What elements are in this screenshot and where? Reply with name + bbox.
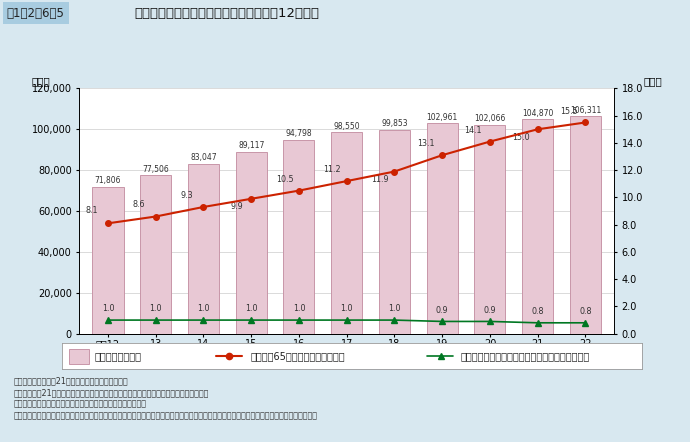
Bar [236, 152, 267, 334]
Text: 14.1: 14.1 [464, 126, 482, 135]
Text: 99,853: 99,853 [381, 119, 408, 128]
Bar [69, 349, 89, 364]
Text: 11.9: 11.9 [371, 175, 389, 184]
Text: 11.2: 11.2 [324, 165, 342, 174]
Text: 0.8: 0.8 [579, 307, 592, 316]
Text: 77,506: 77,506 [142, 164, 169, 174]
Text: 高齢者の事故件数: 高齢者の事故件数 [95, 351, 141, 361]
Text: 1.0: 1.0 [150, 304, 162, 313]
Text: 1.0: 1.0 [245, 304, 257, 313]
Bar [426, 123, 457, 334]
Text: 9.9: 9.9 [230, 202, 244, 211]
Text: （年）: （年） [625, 356, 642, 366]
Text: 1.0: 1.0 [197, 304, 210, 313]
Text: 15.0: 15.0 [512, 133, 530, 141]
Bar [331, 132, 362, 334]
Text: 0.9: 0.9 [436, 305, 448, 315]
Text: 98,550: 98,550 [333, 122, 360, 131]
Text: 83,047: 83,047 [190, 153, 217, 162]
Text: 106,311: 106,311 [570, 106, 601, 115]
Text: 高齢者による交通事故件数の推移（各年12月末）: 高齢者による交通事故件数の推移（各年12月末） [135, 7, 319, 19]
Text: 94,798: 94,798 [286, 129, 313, 138]
Bar [188, 164, 219, 334]
Text: 1.0: 1.0 [101, 304, 115, 313]
Text: 102,961: 102,961 [426, 113, 458, 122]
Text: 9.3: 9.3 [181, 191, 193, 200]
Text: 8.6: 8.6 [132, 200, 146, 209]
Text: 8.1: 8.1 [85, 206, 97, 215]
Text: 1.0: 1.0 [340, 304, 353, 313]
Text: （注１）原付以上運転者（第一当事者）としての交通事故件数: （注１）原付以上運転者（第一当事者）としての交通事故件数 [14, 400, 147, 408]
Text: 資料：警察庁「平成21年中の交通事故の発生状況」: 資料：警察庁「平成21年中の交通事故の発生状況」 [14, 377, 128, 385]
Text: 102,066: 102,066 [474, 114, 506, 123]
Text: 10.5: 10.5 [276, 175, 293, 184]
Text: 高齢者による事故件数の免許保有者に占める割合: 高齢者による事故件数の免許保有者に占める割合 [461, 351, 590, 361]
Bar [92, 187, 124, 334]
Text: （％）: （％） [644, 76, 662, 86]
Text: 15.5: 15.5 [560, 107, 578, 116]
Bar [140, 175, 171, 334]
Text: 0.9: 0.9 [484, 305, 496, 315]
Bar [284, 140, 315, 334]
Text: 「平成21年中の交通死亡事故の特徴及び道路交通法違反取り締まり状況について」: 「平成21年中の交通死亡事故の特徴及び道路交通法違反取り締まり状況について」 [14, 388, 209, 397]
Bar [522, 119, 553, 334]
Text: 0.8: 0.8 [531, 307, 544, 316]
Text: 図1－2－6－5: 図1－2－6－5 [7, 7, 65, 19]
Bar [379, 130, 410, 334]
Text: 13.1: 13.1 [417, 139, 434, 149]
Text: （注２）第一当事者とは、事故の当事者のうち過失の最も重い者又は過失が同程度である場合にあっては人身の損傷程度が最も軽い者をいう。: （注２）第一当事者とは、事故の当事者のうち過失の最も重い者又は過失が同程度である… [14, 411, 318, 420]
Text: 89,117: 89,117 [238, 141, 264, 150]
Text: 1.0: 1.0 [293, 304, 305, 313]
Bar [475, 125, 506, 334]
Bar [570, 116, 601, 334]
Text: 71,806: 71,806 [95, 176, 121, 185]
Text: 104,870: 104,870 [522, 109, 553, 118]
Text: 1.0: 1.0 [388, 304, 401, 313]
Text: （件）: （件） [31, 76, 50, 86]
Text: 高齢者（65歳以上）の占める割合: 高齢者（65歳以上）の占める割合 [250, 351, 345, 361]
